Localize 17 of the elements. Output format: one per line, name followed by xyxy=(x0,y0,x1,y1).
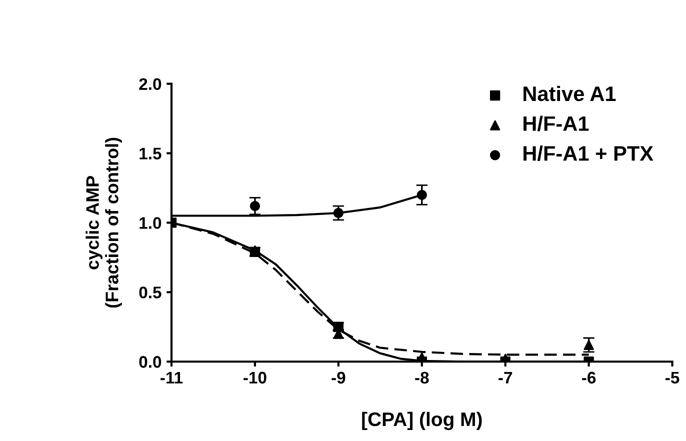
y-tick-label: 1.5 xyxy=(140,148,162,160)
x-tick-label: -7 xyxy=(498,372,512,384)
x-tick-label: -9 xyxy=(332,372,346,384)
y-tick-label: 1.0 xyxy=(140,217,162,229)
legend-label: Native A1 xyxy=(524,86,616,102)
y-tick-label: 0.5 xyxy=(139,286,162,298)
x-tick-label: -10 xyxy=(244,372,266,384)
y-tick-label: 2.0 xyxy=(139,78,162,90)
legend-label: H/F-A1 xyxy=(524,116,589,132)
y-tick-label: 0.0 xyxy=(139,356,162,368)
legend-label: H/F-A1 + PTX xyxy=(524,146,654,162)
y-axis-title: cyclic AMP (Fraction of control) xyxy=(86,138,122,308)
x-tick-label: -6 xyxy=(582,372,596,384)
x-tick-label: -5 xyxy=(666,372,680,384)
x-tick-label: -11 xyxy=(160,372,183,384)
x-axis-title: [CPA] (log M) xyxy=(362,412,482,430)
x-tick-label: -8 xyxy=(415,372,429,384)
